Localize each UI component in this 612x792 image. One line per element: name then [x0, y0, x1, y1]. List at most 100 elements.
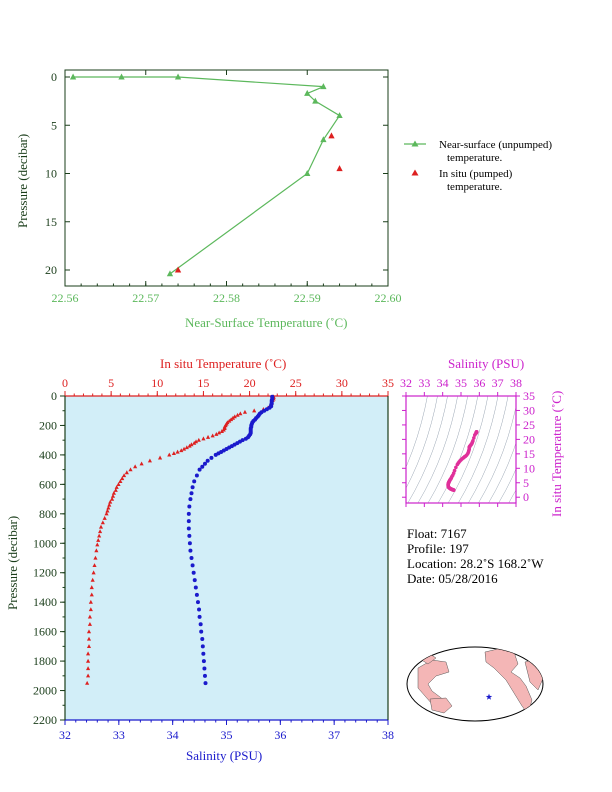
- salinity-point: [197, 614, 202, 619]
- pressure-tick-label: 1400: [33, 595, 57, 609]
- density-contour-line: [498, 468, 516, 503]
- temperature-point: [109, 496, 115, 501]
- salinity-tick-label: 32: [59, 728, 71, 742]
- salinity-point: [187, 504, 192, 509]
- ts-y-tick-label: 0: [523, 490, 529, 504]
- near-surface-y-tick-label: 0: [51, 70, 57, 84]
- pressure-tick-label: 1800: [33, 654, 57, 668]
- temperature-point: [86, 629, 92, 634]
- pressure-tick-label: 1000: [33, 536, 57, 550]
- pressure-tick-label: 1600: [33, 625, 57, 639]
- salinity-tick-label: 36: [274, 728, 286, 742]
- density-contour-line: [437, 396, 479, 503]
- density-contour-line: [447, 396, 489, 503]
- ts-x-tick-label: 34: [437, 376, 449, 390]
- pressure-tick-label: 400: [39, 448, 57, 462]
- salinity-point: [191, 570, 196, 575]
- legend-label-near-surface-1: Near-surface (unpumped): [439, 139, 552, 151]
- temperature-point: [97, 533, 102, 538]
- density-contours: [406, 396, 516, 503]
- salinity-point: [186, 511, 191, 516]
- temperature-tick-label: 15: [197, 376, 209, 390]
- pressure-tick-label: 800: [39, 507, 57, 521]
- pressure-tick-label: 600: [39, 477, 57, 491]
- ts-y-tick-label: 30: [523, 403, 535, 417]
- density-contour-line: [488, 442, 516, 503]
- temperature-point: [193, 439, 199, 444]
- density-contour-line: [468, 396, 509, 503]
- map-americas: [484, 647, 533, 715]
- temperature-point: [87, 621, 92, 626]
- salinity-tick-label: 33: [113, 728, 125, 742]
- pressure-tick-label: 200: [39, 418, 57, 432]
- float-id: Float: 7167: [407, 526, 467, 541]
- temperature-point: [118, 479, 123, 484]
- location: Location: 28.2˚S 168.2˚W: [407, 556, 544, 571]
- temperature-point: [201, 436, 206, 441]
- salinity-point: [209, 455, 214, 460]
- ts-y-tick-label: 35: [523, 389, 535, 403]
- near-surface-temperature-point: [118, 73, 125, 80]
- near-surface-y-axis-title: Pressure (decibar): [15, 134, 30, 228]
- temperature-point: [189, 442, 194, 447]
- temperature-point: [95, 542, 100, 547]
- temperature-point: [87, 614, 92, 619]
- ts-y-tick-label: 15: [523, 447, 535, 461]
- temperature-point: [88, 607, 93, 612]
- temperature-point: [196, 437, 201, 442]
- ts-plot-background: [406, 396, 516, 503]
- salinity-axis-title: Salinity (PSU): [186, 748, 262, 763]
- near-surface-temperature-line: [73, 76, 341, 275]
- temperature-tick-label: 10: [151, 376, 163, 390]
- temperature-point: [85, 680, 90, 685]
- salinity-point: [186, 526, 191, 531]
- salinity-point: [200, 637, 205, 641]
- float-location-star-icon: [485, 693, 493, 700]
- temperature-point: [214, 431, 219, 436]
- float-info: Float: 7167 Profile: 197 Location: 28.2˚…: [407, 526, 544, 586]
- pressure-tick-label: 2000: [33, 684, 57, 698]
- salinity-point: [202, 666, 207, 671]
- temperature-point: [114, 485, 119, 489]
- temperature-point: [235, 412, 240, 417]
- salinity-point: [192, 578, 197, 583]
- pressure-tick-label: 0: [51, 389, 57, 403]
- density-contour-line: [417, 396, 458, 503]
- near-surface-temperature-point: [69, 73, 77, 80]
- temperature-point: [232, 414, 237, 419]
- temperature-tick-label: 30: [336, 376, 348, 390]
- salinity-point: [190, 485, 195, 490]
- temperature-point: [175, 449, 180, 454]
- near-surface-temperature-chart: 22.56 22.57 22.58 22.59 22.60 0 5 10 15 20 Near-S…: [15, 69, 402, 330]
- salinity-tick-label: 38: [382, 728, 394, 742]
- salinity-tick-label: 37: [328, 728, 340, 742]
- temperature-point: [86, 666, 91, 671]
- near-surface-temperature-point: [312, 97, 319, 104]
- near-surface-x-tick-label: 22.56: [52, 291, 79, 305]
- legend-label-in-situ-1: In situ (pumped): [439, 168, 513, 180]
- salinity-point: [213, 452, 218, 457]
- ts-x-tick-label: 33: [418, 376, 430, 390]
- legend-label-near-surface-2: temperature.: [447, 152, 503, 164]
- temperature-point: [133, 464, 138, 469]
- near-surface-temperature-point: [336, 112, 343, 119]
- temperature-point: [111, 490, 116, 495]
- world-map: [406, 646, 544, 722]
- temperature-point: [242, 409, 248, 414]
- temperature-point: [93, 555, 98, 560]
- profile-y-axis-title: Pressure (decibar): [5, 516, 20, 610]
- temperature-point: [102, 515, 107, 520]
- ts-y-tick-label: 10: [523, 461, 535, 475]
- ts-y-tick-label: 25: [523, 418, 535, 432]
- density-contour-line: [406, 396, 438, 489]
- density-contour-line: [407, 396, 448, 503]
- salinity-point: [197, 607, 202, 612]
- salinity-point: [194, 592, 199, 597]
- temperature-point: [89, 585, 94, 590]
- temperature-point: [86, 673, 91, 678]
- temperature-point: [192, 440, 197, 445]
- near-surface-x-tick-label: 22.59: [294, 291, 321, 305]
- salinity-point: [189, 556, 194, 560]
